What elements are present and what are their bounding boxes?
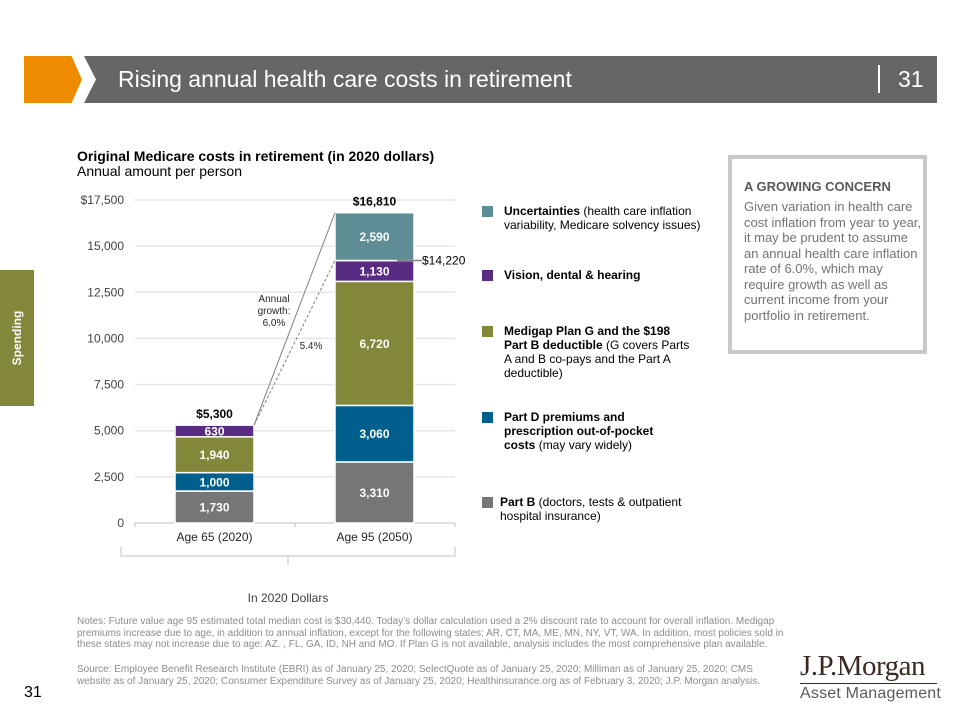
category-bracket <box>120 547 456 557</box>
header-bar <box>84 56 937 103</box>
source-text: Source: Employee Benefit Research Instit… <box>77 664 760 687</box>
callout-title: A GROWING CONCERN <box>744 179 891 194</box>
bar-segment-label: 2,590 <box>359 230 389 244</box>
y-tick-label: 15,000 <box>87 239 124 253</box>
logo-subtitle: Asset Management <box>800 685 942 702</box>
growth-line-5-4pct <box>253 260 336 426</box>
section-tab: Spending <box>0 270 34 406</box>
callout-box: A GROWING CONCERN Given variation in hea… <box>728 155 927 354</box>
logo-rule <box>800 683 937 684</box>
legend-swatch <box>482 497 493 508</box>
bar-segment-label: 630 <box>204 424 224 438</box>
bar-segment-label: 1,130 <box>359 264 389 278</box>
x-axis-title: In 2020 Dollars <box>248 591 329 605</box>
legend-swatch <box>482 206 493 217</box>
bar-segment-label: 1,000 <box>199 475 229 489</box>
bar-segment-label: 3,060 <box>359 427 389 441</box>
bar-segment <box>334 211 415 262</box>
bar-segment-label: 1,940 <box>199 448 229 462</box>
legend-text: Part B (doctors, tests & outpatient hosp… <box>500 495 682 523</box>
jpmorgan-logo: J.P.Morgan <box>800 650 926 682</box>
chart-title: Original Medicare costs in retirement (i… <box>77 148 435 164</box>
bar-total-label: $16,810 <box>353 195 397 209</box>
y-tick-label: 7,500 <box>94 378 124 392</box>
growth-annotation-5-4pct: 5.4% <box>300 341 323 352</box>
header-divider <box>878 65 880 93</box>
subtotal-label: $14,220 <box>422 254 466 268</box>
header-accent-arrow <box>24 56 82 103</box>
x-category-label: Age 65 (2020) <box>176 530 252 544</box>
legend-text: Vision, dental & hearing <box>504 268 641 282</box>
bar-segment-label: 3,310 <box>359 486 389 500</box>
x-category-label: Age 95 (2050) <box>336 530 412 544</box>
y-tick-label: 2,500 <box>94 470 124 484</box>
growth-annotation-6pct: growth: <box>258 306 291 317</box>
y-tick-label: 0 <box>117 516 124 530</box>
notes-text: Notes: Future value age 95 estimated tot… <box>77 616 784 650</box>
legend-text: Uncertainties (health care inflation var… <box>504 204 701 232</box>
growth-annotation-6pct: 6.0% <box>263 318 286 329</box>
bar-segment <box>174 436 255 474</box>
growth-annotation-6pct: Annual <box>258 294 289 305</box>
legend-swatch <box>482 412 493 423</box>
bar-segment <box>174 424 255 438</box>
page-title: Rising annual health care costs in retir… <box>118 66 572 92</box>
legend-text: Medigap Plan G and the $198 Part B deduc… <box>504 324 690 380</box>
callout-body: Given variation in health care cost infl… <box>744 199 922 323</box>
legend-swatch <box>482 270 493 281</box>
bar-segment-label: 1,730 <box>199 501 229 515</box>
chart-subtitle: Annual amount per person <box>77 163 242 179</box>
y-tick-label: 12,500 <box>87 285 124 299</box>
header-slide-number: 31 <box>898 66 924 92</box>
footer-page-number: 31 <box>24 684 42 701</box>
y-tick-label: 5,000 <box>94 424 124 438</box>
bar-segment <box>334 461 415 524</box>
growth-line-6pct <box>253 212 336 426</box>
bar-segment-label: 6,720 <box>359 337 389 351</box>
y-tick-label: $17,500 <box>81 193 125 207</box>
bar-segment <box>334 280 415 407</box>
bar-total-label: $5,300 <box>196 407 233 421</box>
legend-swatch <box>482 326 493 337</box>
legend-text: Part D premiums and prescription out-of-… <box>504 410 654 452</box>
bar-segment <box>174 490 255 524</box>
y-tick-label: 10,000 <box>87 331 124 345</box>
